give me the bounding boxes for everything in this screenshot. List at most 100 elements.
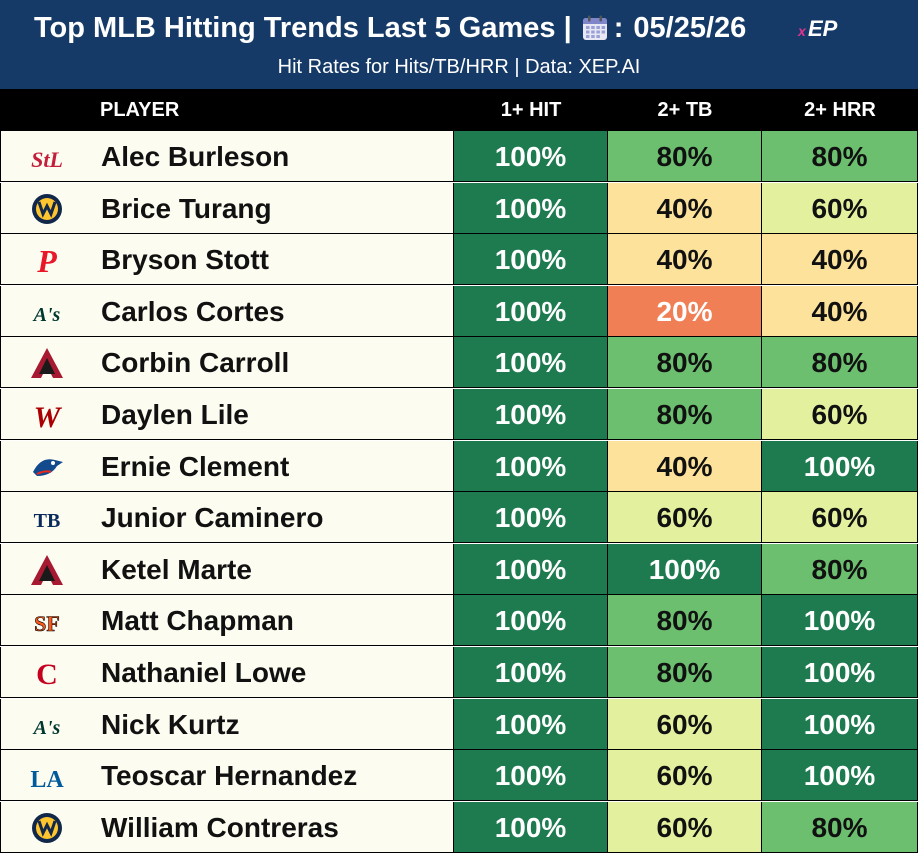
table-row: W Daylen Lile 100% 80% 60% [0, 389, 918, 440]
player-name: Bryson Stott [101, 244, 269, 276]
phillies-logo-icon: P [36, 243, 57, 277]
hrr-rate-cell: 60% [762, 182, 918, 234]
player-cell: A's Nick Kurtz [0, 698, 454, 750]
tb-rate-cell: 80% [608, 131, 762, 182]
title: Top MLB Hitting Trends Last 5 Games | : … [34, 8, 746, 48]
hit-rate-cell: 100% [454, 492, 608, 544]
player-name: Daylen Lile [101, 399, 249, 430]
tb-rate-cell: 60% [608, 698, 762, 750]
player-cell: A's Carlos Cortes [0, 285, 454, 337]
tb-rate-cell: 80% [608, 389, 762, 440]
column-header-player: PLAYER [100, 99, 180, 121]
table-row: SF Matt Chapman 100% 80% 100% [0, 595, 918, 647]
tb-rate-cell: 80% [608, 595, 762, 647]
player-name: Brice Turang [101, 192, 272, 224]
dodgers-logo-icon: LA [30, 767, 64, 793]
hit-rate-cell: 100% [454, 389, 608, 440]
title-date-separator: : [613, 11, 624, 44]
tb-rate-cell: 80% [608, 337, 762, 389]
svg-text:LA: LA [30, 767, 64, 793]
hrr-rate-cell: 100% [762, 647, 918, 698]
tb-rate-cell: 40% [608, 234, 762, 286]
player-name: Alec Burleson [101, 141, 290, 172]
tb-rate-cell: 40% [608, 182, 762, 234]
player-cell: SF Matt Chapman [0, 595, 454, 647]
hrr-rate-cell: 40% [762, 285, 918, 337]
hit-rate-cell: 100% [454, 595, 608, 647]
tb-rate-cell: 40% [608, 440, 762, 492]
hrr-rate-cell: 40% [762, 234, 918, 286]
table-row: P Bryson Stott 100% 40% 40% [0, 234, 918, 286]
rays-logo-icon: TB [34, 510, 61, 532]
player-name: Carlos Cortes [101, 295, 285, 327]
player-cell: StL Alec Burleson [0, 131, 454, 182]
player-cell: Ernie Clement [0, 440, 454, 492]
title-bar: Top MLB Hitting Trends Last 5 Games | : … [0, 0, 918, 89]
player-name: Ernie Clement [101, 450, 290, 482]
brewers-logo-icon [32, 812, 62, 843]
table-row: Corbin Carroll 100% 80% 80% [0, 337, 918, 389]
reds-logo-icon: C [36, 658, 58, 690]
player-cell: P Bryson Stott [0, 234, 454, 286]
column-header-hit: 1+ HIT [500, 99, 562, 121]
player-cell: Ketel Marte [0, 543, 454, 595]
hrr-rate-cell: 80% [762, 131, 918, 182]
title-date: 05/25/26 [633, 11, 747, 44]
hrr-rate-cell: 100% [762, 750, 918, 802]
bluejays-logo-icon [33, 458, 63, 476]
player-cell: LA Teoscar Hernandez [0, 750, 454, 802]
hrr-rate-cell: 60% [762, 492, 918, 544]
player-name: William Contreras [101, 811, 339, 843]
table-row: William Contreras 100% 60% 80% [0, 801, 918, 853]
player-name: Corbin Carroll [101, 347, 290, 379]
athletics-logo-icon: A's [32, 304, 61, 326]
hit-rate-cell: 100% [454, 647, 608, 698]
table-row: StL Alec Burleson 100% 80% 80% [0, 131, 918, 182]
hit-rate-cell: 100% [454, 337, 608, 389]
column-header-tb: 2+ TB [657, 99, 713, 121]
hit-rate-cell: 100% [454, 750, 608, 802]
tb-rate-cell: 60% [608, 750, 762, 802]
table-row: Ernie Clement 100% 40% 100% [0, 440, 918, 492]
tb-rate-cell: 20% [608, 285, 762, 337]
hit-rate-cell: 100% [454, 131, 608, 182]
brand-text: EP [808, 16, 838, 41]
player-cell: William Contreras [0, 801, 454, 853]
diamondbacks-logo-icon [31, 348, 63, 379]
tb-rate-cell: 60% [608, 492, 762, 544]
table-row: Brice Turang 100% 40% 60% [0, 182, 918, 234]
column-header-hrr: 2+ HRR [804, 99, 876, 121]
hit-rate-cell: 100% [454, 285, 608, 337]
xep-logo: x EP [797, 16, 838, 41]
hrr-rate-cell: 80% [762, 337, 918, 389]
table-row: TB Junior Caminero 100% 60% 60% [0, 492, 918, 544]
table-row: A's Nick Kurtz 100% 60% 100% [0, 698, 918, 750]
player-name: Matt Chapman [101, 605, 294, 637]
hit-rate-cell: 100% [454, 801, 608, 853]
player-name: Ketel Marte [101, 553, 252, 585]
cardinals-logo-icon: StL [31, 147, 63, 172]
brewers-logo-icon [32, 193, 62, 224]
hrr-rate-cell: 100% [762, 698, 918, 750]
title-text: Top MLB Hitting Trends Last 5 Games | [34, 11, 572, 44]
hit-rate-cell: 100% [454, 698, 608, 750]
player-name: Nick Kurtz [101, 708, 240, 740]
tb-rate-cell: 100% [608, 543, 762, 595]
player-cell: Brice Turang [0, 182, 454, 234]
calendar-icon [582, 15, 607, 40]
hrr-rate-cell: 60% [762, 389, 918, 440]
player-name: Teoscar Hernandez [101, 760, 358, 792]
subtitle: Hit Rates for Hits/TB/HRR | Data: XEP.AI [277, 56, 641, 78]
table-row: C Nathaniel Lowe 100% 80% 100% [0, 647, 918, 698]
player-cell: Corbin Carroll [0, 337, 454, 389]
svg-text:A's: A's [32, 304, 61, 326]
column-header-row: PLAYER 1+ HIT 2+ TB 2+ HRR [0, 89, 918, 131]
svg-text:SF: SF [34, 611, 60, 636]
player-cell: TB Junior Caminero [0, 492, 454, 544]
hit-rate-cell: 100% [454, 182, 608, 234]
hit-rate-cell: 100% [454, 543, 608, 595]
table-row: Ketel Marte 100% 100% 80% [0, 543, 918, 595]
svg-text:P: P [36, 243, 57, 277]
hrr-rate-cell: 100% [762, 440, 918, 492]
